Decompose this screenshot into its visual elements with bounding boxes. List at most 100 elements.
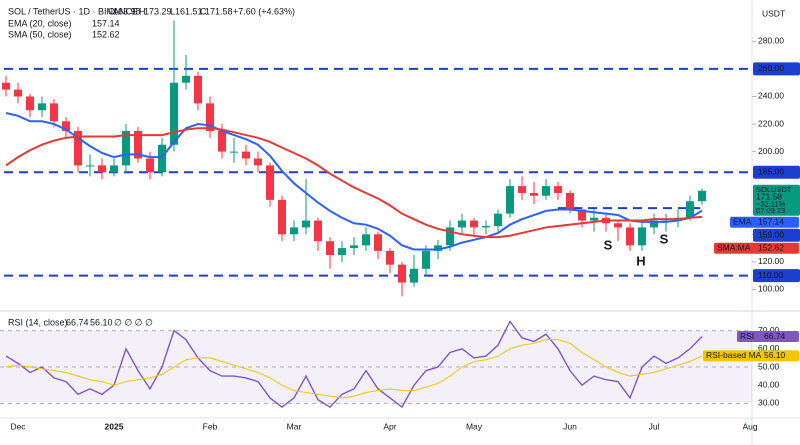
candle-body — [290, 227, 298, 235]
x-tick-label: Jun — [563, 421, 577, 431]
level-tag — [753, 62, 800, 76]
legend-name: EMA (20, close) — [8, 18, 72, 28]
candle-body — [266, 165, 274, 200]
candle-body — [698, 190, 706, 202]
candle-body — [302, 220, 310, 228]
candle-body — [230, 151, 238, 153]
candle-body — [590, 217, 598, 221]
candle-body — [326, 241, 334, 255]
rsi-tag — [737, 331, 799, 343]
ohlc-letter: H — [139, 6, 146, 16]
candle-body — [350, 245, 358, 249]
indicator-tag — [714, 242, 799, 254]
rsi-tick-label: 70.00 — [758, 325, 780, 335]
candle-body — [362, 234, 370, 246]
candle-body — [446, 227, 454, 246]
candle-body — [338, 248, 346, 255]
level-tag — [753, 269, 800, 283]
currency: USDT — [762, 8, 785, 18]
candle-body — [14, 89, 22, 97]
rsi-extras: ∅ ∅ ∅ ∅ — [114, 317, 153, 327]
indicator-tag-value: 152.62 — [758, 243, 784, 253]
indicator-tag-value: 157.14 — [758, 217, 784, 227]
rsi-tag-name: RSI — [740, 331, 754, 341]
candle-body — [170, 82, 178, 145]
rsi-tag-value: 66.74 — [764, 331, 786, 341]
candle-body — [98, 165, 106, 173]
level-tag — [753, 228, 800, 242]
rsi-tick-label: 30.00 — [758, 398, 780, 408]
price-tag-change: −32.11% — [756, 199, 786, 208]
level-tag-label: 110.00 — [758, 270, 784, 280]
candle-body — [134, 130, 142, 159]
ohlc-value: 163.98 — [113, 6, 141, 16]
candle-body — [638, 227, 646, 246]
ohlc-letter: L — [170, 6, 175, 16]
indicator-line — [5, 112, 703, 251]
level-tag-label: 159.00 — [758, 230, 784, 240]
legend-value: 152.62 — [92, 29, 120, 39]
y-tick-label: 220.00 — [758, 118, 784, 128]
candle-body — [38, 103, 46, 111]
level-tag — [753, 165, 800, 179]
candle-body — [62, 121, 70, 131]
x-tick-label: Dec — [10, 421, 26, 431]
candle-body — [686, 201, 694, 218]
indicator-line — [5, 127, 703, 239]
ohlc-value: 173.29 — [144, 6, 172, 16]
candle-body — [278, 199, 286, 235]
y-tick-label: 240.00 — [758, 91, 784, 101]
x-tick-label: 2025 — [105, 421, 124, 431]
candle-body — [518, 186, 526, 193]
rsi-title: RSI (14, close) — [8, 317, 68, 327]
candle-body — [566, 192, 574, 210]
candle-body — [2, 82, 10, 90]
x-tick-label: Apr — [383, 421, 396, 431]
candle-body — [218, 130, 226, 152]
x-tick-label: Aug — [742, 421, 757, 431]
candle-body — [194, 75, 202, 104]
ohlc-letter: O — [108, 6, 115, 16]
annotation: H — [636, 253, 645, 268]
rsi-tag-value: 56.10 — [764, 350, 786, 360]
candle-body — [470, 220, 478, 228]
legend-value: 157.14 — [92, 18, 120, 28]
candle-body — [614, 223, 622, 228]
indicator-tag — [730, 216, 799, 228]
rsi-value: 66.74 — [66, 317, 89, 327]
candle-body — [74, 130, 82, 166]
ohlc-letter: C — [200, 6, 207, 16]
indicator-tag-name: SMA:MA — [717, 243, 751, 253]
candle-body — [554, 186, 562, 193]
candle-body — [410, 268, 418, 283]
price-tag-value: 171.58 — [756, 192, 782, 202]
candle-body — [86, 165, 94, 167]
rsi-tag-name: RSI-based MA — [706, 350, 762, 360]
level-tag-label: 260.00 — [758, 63, 784, 73]
candle-body — [122, 130, 130, 166]
rsi-tick-label: 50.00 — [758, 361, 780, 371]
indicator-tag-name: EMA — [733, 217, 752, 227]
indicator-line — [5, 320, 703, 409]
candle-body — [650, 220, 658, 228]
x-tick-label: Feb — [203, 421, 218, 431]
rsi-tick-label: 60.00 — [758, 343, 780, 353]
rsi-ma-value: 56.10 — [90, 317, 113, 327]
candle-body — [26, 96, 34, 111]
legend-name: SMA (50, close) — [8, 29, 72, 39]
y-tick-label: 200.00 — [758, 146, 784, 156]
change: +7.60 (+4.63%) — [233, 6, 295, 16]
candle-body — [50, 103, 58, 122]
x-tick-label: May — [466, 421, 483, 431]
candle-body — [530, 192, 538, 196]
candle-body — [578, 209, 586, 221]
ohlc-value: 171.58 — [205, 6, 233, 16]
candle-body — [158, 144, 166, 173]
candle-body — [242, 151, 250, 159]
candle-body — [386, 250, 394, 265]
ohlc-value: 161.51 — [175, 6, 203, 16]
candle-body — [542, 186, 550, 196]
candle-body — [494, 213, 502, 227]
